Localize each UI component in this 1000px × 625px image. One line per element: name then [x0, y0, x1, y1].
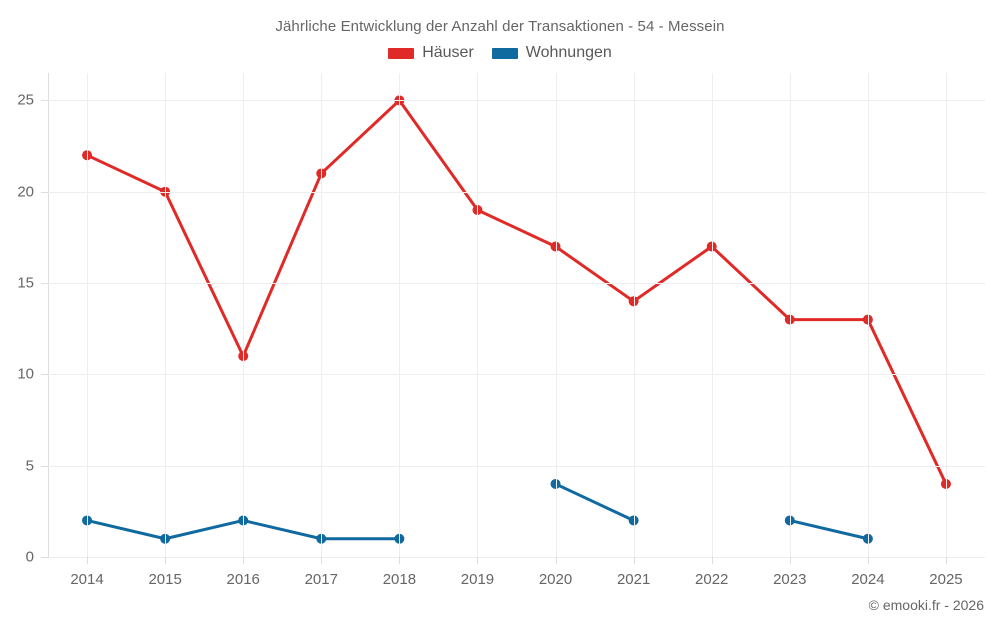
y-tick-label: 10	[17, 365, 34, 383]
gridline-horizontal	[48, 557, 985, 558]
x-tick-mark	[867, 557, 869, 564]
legend-item[interactable]: Häuser	[388, 44, 474, 62]
y-tick-label: 0	[25, 548, 34, 566]
x-tick-mark	[165, 557, 167, 564]
plot-area: 0 5 10 15 20 25 2014 2015 2016 2017 2018 2019 2020 20…	[17, 73, 985, 588]
gridline-vertical	[789, 73, 791, 557]
series-layer	[82, 95, 951, 544]
chart-legend: Häuser Wohnungen	[0, 44, 1000, 62]
y-tick-mark	[41, 100, 48, 102]
legend-swatch-icon	[491, 47, 518, 59]
x-tick-label: 2016	[226, 571, 260, 588]
legend-item[interactable]: Wohnungen	[491, 44, 612, 62]
gridline-vertical	[321, 73, 323, 557]
x-tick-label: 2020	[538, 571, 573, 588]
gridline-horizontal	[48, 100, 985, 102]
y-tick-label: 5	[25, 457, 34, 475]
x-tick-label: 2023	[773, 571, 807, 588]
x-tick-label: 2014	[70, 571, 104, 588]
gridline-vertical	[711, 73, 713, 557]
gridline-vertical	[867, 73, 869, 557]
y-tick-mark	[41, 465, 48, 467]
series-line	[85, 98, 948, 486]
gridline-vertical	[633, 73, 635, 557]
chart-title: Jährliche Entwicklung der Anzahl der Tra…	[275, 18, 725, 35]
gridline-vertical	[243, 73, 245, 557]
legend-label: Häuser	[422, 44, 474, 61]
x-tick-mark	[945, 557, 947, 564]
x-tick-mark	[633, 557, 635, 564]
x-tick-label: 2021	[616, 571, 651, 588]
x-tick-label: 2022	[695, 571, 729, 588]
x-tick-mark	[555, 557, 557, 564]
x-tick-mark	[243, 557, 245, 564]
gridline-vertical	[87, 73, 89, 557]
gridline-vertical	[555, 73, 557, 557]
y-tick-label: 25	[17, 91, 34, 109]
legend-label: Wohnungen	[525, 44, 612, 61]
gridline-horizontal	[48, 283, 985, 285]
series-line	[788, 518, 870, 541]
gridline-horizontal	[48, 465, 985, 467]
credit-text: © emooki.fr - 2026	[868, 597, 984, 613]
gridline-vertical	[477, 73, 479, 557]
x-tick-label: 2025	[929, 571, 963, 588]
y-axis-line	[48, 73, 49, 558]
y-tick-mark	[41, 557, 48, 558]
x-tick-mark	[711, 557, 713, 564]
x-tick-label: 2015	[148, 571, 182, 588]
series-line	[554, 482, 636, 522]
x-tick-label: 2019	[460, 571, 495, 588]
y-tick-mark	[41, 283, 48, 285]
x-tick-mark	[477, 557, 479, 564]
y-tick-label: 20	[17, 183, 34, 201]
gridline-vertical	[945, 73, 947, 557]
x-tick-mark	[87, 557, 89, 564]
y-tick-mark	[41, 374, 48, 376]
y-tick-mark	[41, 191, 48, 193]
x-tick-mark	[399, 557, 401, 564]
x-tick-mark	[321, 557, 323, 564]
x-tick-label: 2018	[382, 571, 417, 588]
gridline-horizontal	[48, 191, 985, 193]
x-tick-label: 2024	[851, 571, 885, 588]
gridline-vertical	[165, 73, 167, 557]
x-tick-mark	[789, 557, 791, 564]
gridline-horizontal	[48, 374, 985, 376]
legend-swatch-icon	[388, 47, 415, 59]
gridline-vertical	[399, 73, 401, 557]
y-tick-label: 15	[17, 274, 34, 292]
x-tick-label: 2017	[304, 571, 338, 588]
